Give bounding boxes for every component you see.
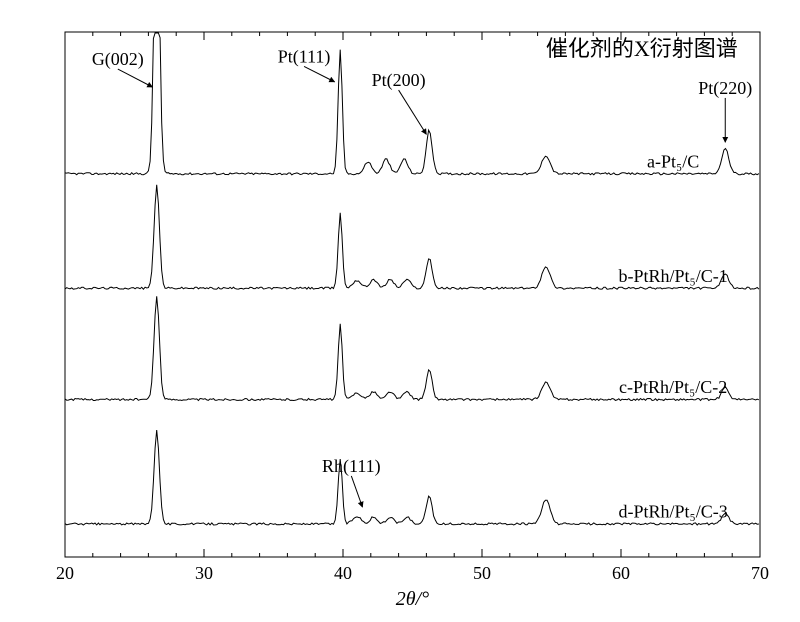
chart-container: 20 30 40 50 60 70 2θ/° 催化剂的X衍射图谱 a-Pt₅/C b-PtRh/P… (0, 0, 800, 622)
svg-text:Pt(220): Pt(220) (698, 78, 752, 99)
svg-text:40: 40 (334, 563, 352, 583)
svg-text:60: 60 (612, 563, 630, 583)
svg-text:50: 50 (473, 563, 491, 583)
svg-text:30: 30 (195, 563, 213, 583)
svg-text:2θ/°: 2θ/° (396, 588, 429, 610)
svg-text:b-PtRh/Pt₅/C-1: b-PtRh/Pt₅/C-1 (618, 266, 727, 286)
svg-text:催化剂的X衍射图谱: 催化剂的X衍射图谱 (546, 36, 738, 61)
xrd-chart: 20 30 40 50 60 70 2θ/° 催化剂的X衍射图谱 a-Pt₅/C b-PtRh/P… (0, 0, 800, 622)
svg-text:a-Pt₅/C: a-Pt₅/C (647, 151, 699, 171)
svg-text:Pt(200): Pt(200) (372, 70, 426, 91)
svg-text:Rh(111): Rh(111) (322, 456, 381, 477)
svg-text:G(002): G(002) (92, 49, 144, 70)
svg-text:d-PtRh/Pt₅/C-3: d-PtRh/Pt₅/C-3 (618, 502, 727, 522)
svg-text:Pt(111): Pt(111) (278, 46, 331, 67)
svg-text:c-PtRh/Pt₅/C-2: c-PtRh/Pt₅/C-2 (619, 377, 727, 397)
svg-text:70: 70 (751, 563, 769, 583)
svg-text:20: 20 (56, 563, 74, 583)
